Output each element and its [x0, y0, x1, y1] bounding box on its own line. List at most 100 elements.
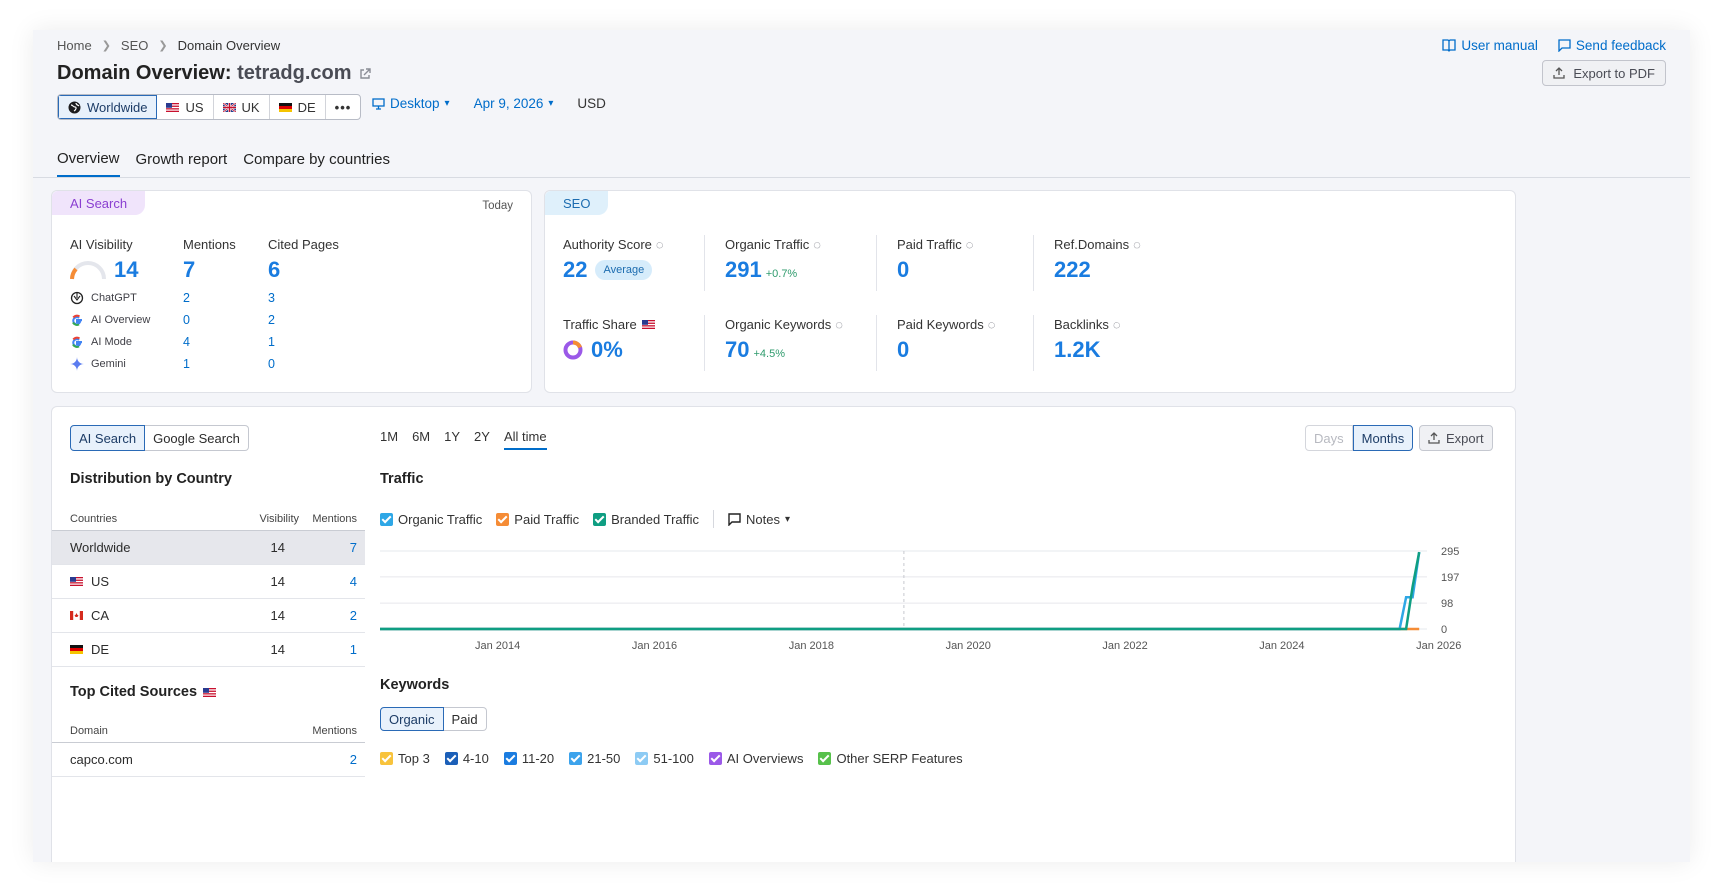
- info-icon[interactable]: ◌: [835, 317, 843, 332]
- row-mentions[interactable]: 1: [349, 642, 357, 657]
- export-button[interactable]: Export: [1419, 425, 1493, 451]
- toggle-google-search[interactable]: Google Search: [145, 425, 249, 451]
- ai-search-card: AI Search Today AI Visibility Mentions C…: [51, 190, 532, 393]
- ai-row-cited[interactable]: 1: [268, 335, 275, 349]
- info-icon[interactable]: ◌: [813, 237, 822, 252]
- ai-row-mentions[interactable]: 2: [183, 291, 190, 305]
- ai-row-mentions[interactable]: 0: [183, 313, 190, 327]
- device-select[interactable]: Desktop ▾: [372, 96, 450, 111]
- ai-row-cited[interactable]: 3: [268, 291, 275, 305]
- organic-keywords-value[interactable]: 70: [725, 337, 750, 362]
- db-more-button[interactable]: •••: [334, 99, 352, 115]
- user-manual-link[interactable]: User manual: [1442, 38, 1538, 53]
- legend-paid-traffic[interactable]: Paid Traffic: [496, 512, 579, 527]
- legend-51-100[interactable]: 51-100: [635, 751, 694, 766]
- traffic-legend: Organic Traffic Paid Traffic Branded Tra…: [380, 510, 790, 528]
- granularity-months[interactable]: Months: [1352, 425, 1414, 451]
- ref-domains-label: Ref.Domains ◌: [1054, 237, 1141, 252]
- ai-row-mentions[interactable]: 1: [183, 357, 190, 371]
- database-selector: Worldwide US UK DE •••: [57, 94, 362, 120]
- x-tick-label: Jan 2026: [1416, 640, 1461, 652]
- period-2y[interactable]: 2Y: [474, 429, 490, 444]
- breadcrumb-home[interactable]: Home: [57, 38, 92, 53]
- db-de[interactable]: DE: [270, 95, 326, 119]
- paid-traffic-value[interactable]: 0: [897, 257, 910, 282]
- breadcrumb-current: Domain Overview: [177, 38, 281, 53]
- currency-label: USD: [577, 96, 606, 111]
- row-mentions[interactable]: 7: [349, 540, 357, 555]
- details-card: AI Search Google Search Distribution by …: [51, 406, 1516, 862]
- external-link-icon[interactable]: [358, 67, 372, 81]
- metric-label: Paid Traffic: [897, 237, 962, 252]
- legend-branded-traffic[interactable]: Branded Traffic: [593, 512, 699, 527]
- granularity-days[interactable]: Days: [1305, 425, 1353, 451]
- ai-row-cited[interactable]: 2: [268, 313, 275, 327]
- date-select[interactable]: Apr 9, 2026 ▾: [474, 96, 554, 111]
- divider: [876, 235, 877, 291]
- period-1y[interactable]: 1Y: [444, 429, 461, 444]
- top-cited-sources-title: Top Cited Sources: [70, 684, 217, 700]
- chevron-down-icon: ▾: [444, 98, 450, 109]
- metric-label: Authority Score: [563, 237, 652, 252]
- table-row[interactable]: capco.com 2: [52, 743, 365, 777]
- ai-row-mentions[interactable]: 4: [183, 335, 190, 349]
- table-row[interactable]: CA 14 2: [52, 599, 365, 633]
- table-row[interactable]: Worldwide 14 7: [52, 531, 365, 565]
- tab-overview[interactable]: Overview: [57, 150, 120, 177]
- tab-growth-report[interactable]: Growth report: [135, 151, 228, 168]
- legend-21-50[interactable]: 21-50: [569, 751, 620, 766]
- backlinks-value[interactable]: 1.2K: [1054, 337, 1101, 362]
- ref-domains-value[interactable]: 222: [1054, 257, 1091, 282]
- ai-mentions-value[interactable]: 7: [183, 257, 196, 282]
- row-mentions[interactable]: 4: [349, 574, 357, 589]
- ai-visibility-value[interactable]: 14: [114, 257, 139, 282]
- legend-other-serp[interactable]: Other SERP Features: [818, 751, 963, 766]
- search-type-toggle: AI Search Google Search: [70, 425, 249, 451]
- table-row[interactable]: US 14 4: [52, 565, 365, 599]
- row-mentions[interactable]: 2: [349, 752, 357, 767]
- breadcrumb-seo[interactable]: SEO: [120, 38, 149, 53]
- db-us[interactable]: US: [157, 95, 214, 119]
- info-icon[interactable]: ◌: [1133, 237, 1141, 252]
- period-all-time[interactable]: All time: [503, 429, 547, 450]
- toggle-organic[interactable]: Organic: [380, 707, 444, 731]
- ai-cited-pages-value[interactable]: 6: [268, 257, 281, 282]
- row-domain[interactable]: capco.com: [70, 752, 133, 767]
- legend-11-20[interactable]: 11-20: [503, 751, 555, 766]
- metric-label: Traffic Share: [563, 317, 637, 332]
- notes-dropdown[interactable]: Notes ▾: [728, 512, 790, 527]
- traffic-chart[interactable]: 295 197 98 0 Jan 2014 Jan 2016 Jan 2018 Jan 202…: [380, 543, 1480, 658]
- toggle-paid[interactable]: Paid: [443, 707, 487, 731]
- db-uk[interactable]: UK: [214, 95, 270, 119]
- traffic-share: 0%: [563, 337, 623, 363]
- send-feedback-link[interactable]: Send feedback: [1558, 38, 1666, 53]
- period-6m[interactable]: 6M: [412, 429, 431, 444]
- checkbox-icon: [380, 752, 393, 765]
- db-worldwide[interactable]: Worldwide: [58, 95, 158, 119]
- info-icon[interactable]: ◌: [965, 237, 974, 252]
- info-icon[interactable]: ◌: [655, 237, 664, 252]
- checkbox-icon: [818, 752, 832, 765]
- export-pdf-button[interactable]: Export to PDF: [1542, 60, 1666, 86]
- legend-4-10[interactable]: 4-10: [444, 751, 489, 766]
- toggle-ai-search[interactable]: AI Search: [70, 425, 146, 451]
- ai-row-cited[interactable]: 0: [268, 357, 275, 371]
- row-mentions[interactable]: 2: [349, 608, 357, 623]
- paid-keywords-value[interactable]: 0: [897, 337, 910, 362]
- organic-traffic-value[interactable]: 291: [725, 257, 762, 282]
- traffic-share-value[interactable]: 0%: [591, 337, 623, 362]
- checkbox-icon: [380, 512, 393, 526]
- legend-top-3[interactable]: Top 3: [380, 751, 430, 766]
- authority-score-value[interactable]: 22: [563, 257, 588, 282]
- domain-name[interactable]: tetradg.com: [237, 62, 352, 84]
- info-icon[interactable]: ◌: [1112, 317, 1121, 332]
- legend-organic-traffic[interactable]: Organic Traffic: [380, 512, 482, 527]
- us-flag-icon: [166, 102, 180, 112]
- organic-traffic: 291 +0.7%: [725, 257, 797, 283]
- period-1m[interactable]: 1M: [380, 429, 399, 444]
- info-icon[interactable]: ◌: [987, 317, 996, 332]
- legend-label: 11-20: [521, 751, 555, 766]
- tab-compare-by-countries[interactable]: Compare by countries: [243, 151, 390, 168]
- legend-ai-overviews[interactable]: AI Overviews: [708, 751, 803, 766]
- table-row[interactable]: DE 14 1: [52, 633, 365, 667]
